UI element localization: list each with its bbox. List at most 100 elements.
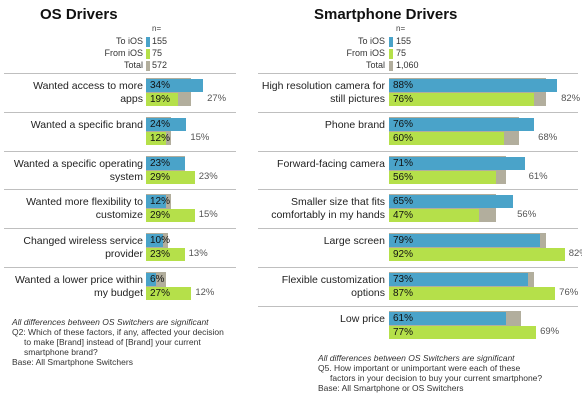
smartphone-drivers-n-header: n= [396, 24, 406, 33]
smartphone-drivers-legend-label: Total [365, 60, 385, 70]
os-drivers-row-divider [4, 73, 236, 74]
smartphone-drivers-value-total: 69% [540, 325, 560, 337]
smartphone-drivers-value-total: 56% [517, 209, 537, 221]
smartphone-drivers-legend-swatch [389, 37, 393, 47]
smartphone-drivers-category-label: Smaller size that fits comfortably in my… [271, 196, 385, 222]
os-drivers-bar-from-ios [146, 287, 192, 300]
smartphone-drivers-footnote: Base: All Smartphone or OS Switchers [318, 383, 464, 393]
smartphone-drivers-legend-swatch [389, 49, 393, 59]
os-drivers-legend-swatch [146, 37, 150, 47]
smartphone-drivers-value-from-ios: 77% [393, 326, 414, 338]
smartphone-drivers-legend-swatch [389, 61, 393, 71]
smartphone-drivers-category-label: Flexible customization options [281, 274, 385, 299]
smartphone-drivers-bar-from-ios [389, 131, 504, 145]
os-drivers-value-total: 15% [190, 131, 210, 143]
smartphone-drivers-bar-from-ios [389, 248, 565, 262]
smartphone-drivers-bar-to-ios [389, 195, 514, 209]
os-drivers-value-from-ios: 29% [150, 210, 171, 222]
os-drivers-bar-to-ios [146, 234, 163, 248]
smartphone-drivers-footnote: Q5. How important or unimportant were ea… [318, 363, 521, 373]
os-drivers-value-from-ios: 29% [150, 171, 171, 183]
smartphone-drivers-legend-n: 1,060 [396, 60, 419, 70]
os-drivers-legend-swatch [146, 49, 150, 59]
os-drivers-value-to-ios: 12% [150, 196, 171, 208]
os-drivers-footnote: All differences between OS Switchers are… [12, 317, 209, 327]
os-drivers-bar-from-ios [146, 170, 195, 184]
smartphone-drivers-bar-to-ios [389, 79, 558, 92]
smartphone-drivers-value-from-ios: 60% [393, 132, 414, 144]
os-drivers-bar-from-ios [146, 93, 178, 106]
smartphone-drivers-value-to-ios: 76% [393, 118, 414, 130]
os-drivers-category-label: Wanted a specific operating system [13, 157, 143, 183]
os-drivers-value-total: 27% [207, 93, 227, 104]
os-drivers-row-divider [4, 228, 236, 230]
smartphone-drivers-value-total: 61% [528, 170, 548, 182]
smartphone-drivers-legend-n: 75 [396, 48, 407, 58]
os-drivers-value-total: 15% [198, 209, 218, 221]
smartphone-drivers-bar-from-ios [389, 325, 537, 339]
os-drivers-value-to-ios: 34% [150, 80, 171, 91]
os-drivers-category-label: Wanted access to more apps [33, 80, 143, 105]
os-drivers-row-divider [4, 267, 236, 268]
smartphone-drivers-category-label: Large screen [323, 235, 385, 248]
os-drivers-value-to-ios: 6% [150, 274, 165, 285]
os-drivers-row-divider [4, 111, 236, 113]
os-drivers-value-from-ios: 12% [150, 132, 171, 144]
smartphone-drivers-legend-label: To iOS [357, 36, 385, 46]
smartphone-drivers-value-from-ios: 47% [393, 210, 414, 222]
smartphone-drivers-value-from-ios: 87% [393, 288, 414, 299]
smartphone-drivers-legend-label: From iOS [346, 48, 385, 58]
smartphone-drivers-value-from-ios: 56% [393, 171, 414, 183]
smartphone-drivers-category-label: Forward-facing camera [277, 157, 385, 170]
smartphone-drivers-row-divider [258, 189, 578, 191]
smartphone-drivers-value-total: 76% [559, 287, 579, 298]
os-drivers-category-label: Wanted a lower price within my budget [15, 274, 143, 299]
smartphone-drivers-title: Smartphone Drivers [314, 6, 458, 23]
os-drivers-value-to-ios: 24% [150, 118, 171, 130]
smartphone-drivers-bar-to-ios [389, 117, 535, 131]
os-drivers-legend-label: To iOS [115, 36, 143, 46]
os-drivers-bar-from-ios [146, 131, 167, 145]
os-drivers-footnote: Q2: Which of these factors, if any, affe… [12, 327, 224, 337]
smartphone-drivers-row-divider [258, 150, 578, 152]
smartphone-drivers-row-divider [258, 73, 578, 74]
os-drivers-legend-n: 572 [152, 60, 168, 70]
smartphone-drivers-value-total: 82% [568, 248, 582, 260]
smartphone-drivers-bar-from-ios [389, 209, 479, 223]
smartphone-drivers-bar-from-ios [389, 287, 556, 300]
os-drivers-legend-label: Total [123, 60, 143, 70]
os-drivers-value-to-ios: 23% [150, 157, 171, 169]
smartphone-drivers-bar-to-ios [389, 234, 540, 248]
os-drivers-bar-to-ios [146, 195, 167, 209]
os-drivers-footnote: smartphone brand? [24, 347, 98, 357]
smartphone-drivers-value-to-ios: 73% [393, 274, 414, 285]
smartphone-drivers-value-from-ios: 76% [393, 94, 414, 105]
smartphone-drivers-bar-to-ios [389, 311, 506, 325]
os-drivers-legend-label: From iOS [104, 48, 143, 58]
smartphone-drivers-value-to-ios: 79% [393, 235, 414, 247]
smartphone-drivers-row-divider [258, 111, 578, 113]
os-drivers-bar-to-ios [146, 273, 157, 286]
os-drivers-value-from-ios: 19% [150, 94, 171, 105]
os-drivers-value-from-ios: 23% [150, 249, 171, 261]
os-drivers-bar-to-ios [146, 117, 187, 131]
os-drivers-bar-to-ios [146, 156, 185, 170]
smartphone-drivers-bar-from-ios [389, 170, 496, 184]
smartphone-drivers-value-to-ios: 88% [393, 80, 414, 91]
smartphone-drivers-row-divider [258, 228, 578, 230]
smartphone-drivers-row-divider [258, 267, 578, 268]
smartphone-drivers-bar-from-ios [389, 93, 535, 106]
smartphone-drivers-category-label: High resolution camera for still picture… [261, 80, 385, 105]
smartphone-drivers-footnote: factors in your decision to buy your cur… [330, 373, 543, 383]
os-drivers-row-divider [4, 150, 236, 152]
os-drivers-category-label: Changed wireless service provider [23, 235, 143, 261]
smartphone-drivers-legend-n: 155 [396, 36, 412, 46]
smartphone-drivers-bar-to-ios [389, 273, 529, 286]
os-drivers-value-from-ios: 27% [150, 288, 171, 299]
smartphone-drivers-value-to-ios: 65% [393, 196, 414, 208]
smartphone-drivers-value-to-ios: 61% [393, 312, 414, 324]
smartphone-drivers-row-divider [258, 305, 578, 307]
smartphone-drivers-value-from-ios: 92% [393, 249, 414, 261]
os-drivers-value-to-ios: 10% [150, 235, 171, 247]
os-drivers-value-total: 12% [195, 287, 215, 298]
